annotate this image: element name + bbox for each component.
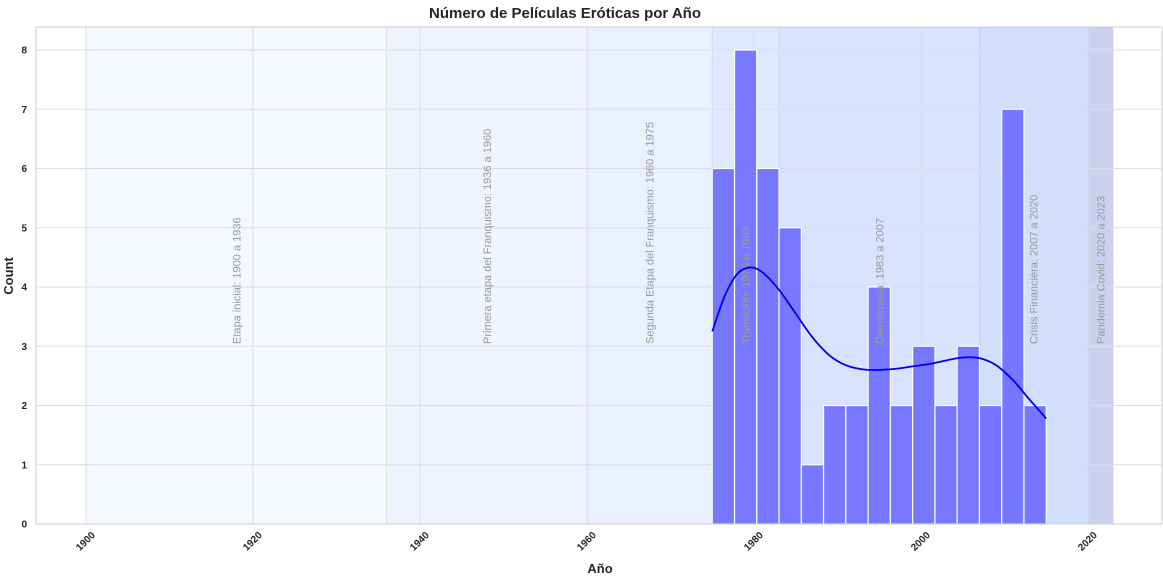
kde-line — [711, 266, 1047, 420]
y-tick-label: 8 — [21, 46, 27, 57]
x-tick-labels: 1900 1920 1940 1960 1980 2000 2020 — [74, 530, 1100, 554]
x-tick-label: 1920 — [241, 530, 265, 554]
y-tick-label: 7 — [21, 105, 27, 116]
bar-0 — [711, 167, 736, 525]
y-axis-label: Count — [1, 257, 16, 295]
y-tick-labels: 0 1 2 3 4 5 6 7 8 — [21, 46, 27, 531]
bar-14 — [1023, 404, 1047, 525]
y-tick-label: 5 — [21, 223, 27, 234]
kde-curve — [711, 266, 1047, 420]
era-label-4: Democracia: 1983 a 2007 — [874, 218, 886, 344]
era-label-1: Primera etapa del Franquismo: 1936 a 196… — [482, 129, 494, 344]
era-label-0: Etapa inicial: 1900 a 1936 — [231, 217, 243, 344]
y-tick-label: 4 — [21, 283, 27, 294]
y-tick-label: 6 — [21, 164, 27, 175]
x-tick-label: 1980 — [742, 530, 766, 554]
bar-5 — [822, 404, 847, 525]
era-label-6: Pandemia Covid: 2020 a 2023 — [1096, 196, 1108, 344]
era-label-5: Crisis Financiera: 2007 a 2020 — [1029, 195, 1041, 344]
bar-11 — [956, 345, 981, 525]
bar-4 — [800, 464, 825, 525]
x-tick-label: 1900 — [74, 530, 98, 554]
bar-3 — [778, 227, 802, 525]
bar-9 — [912, 345, 936, 525]
y-tick-label: 0 — [21, 520, 27, 531]
chart-title: Número de Películas Eróticas por Año — [429, 5, 701, 22]
x-tick-label: 1960 — [575, 530, 599, 554]
bar-12 — [978, 404, 1003, 525]
bar-8 — [889, 404, 914, 525]
bar-2 — [756, 167, 780, 525]
x-tick-label: 1940 — [408, 530, 432, 554]
era-labels: Etapa inicial: 1900 a 1936 Primera etapa … — [231, 122, 1107, 344]
x-tick-label: 2000 — [909, 530, 933, 554]
bar-6 — [845, 404, 869, 525]
y-tick-label: 1 — [21, 460, 27, 471]
bar-10 — [934, 404, 958, 525]
era-band-0 — [86, 27, 387, 524]
axes — [35, 26, 1163, 525]
x-axis-label: Año — [587, 561, 612, 576]
y-tick-label: 2 — [21, 401, 27, 412]
bar-13 — [1001, 108, 1025, 525]
era-band-2 — [587, 27, 713, 524]
y-tick-label: 3 — [21, 342, 27, 353]
era-label-2: Segunda Etapa del Franquismo: 1960 a 197… — [645, 122, 657, 344]
era-band-6 — [1088, 27, 1114, 524]
era-label-3: Transición: 1975 a 1983 — [741, 226, 753, 344]
histogram-bars — [711, 49, 1047, 525]
x-tick-label: 2020 — [1076, 530, 1100, 554]
